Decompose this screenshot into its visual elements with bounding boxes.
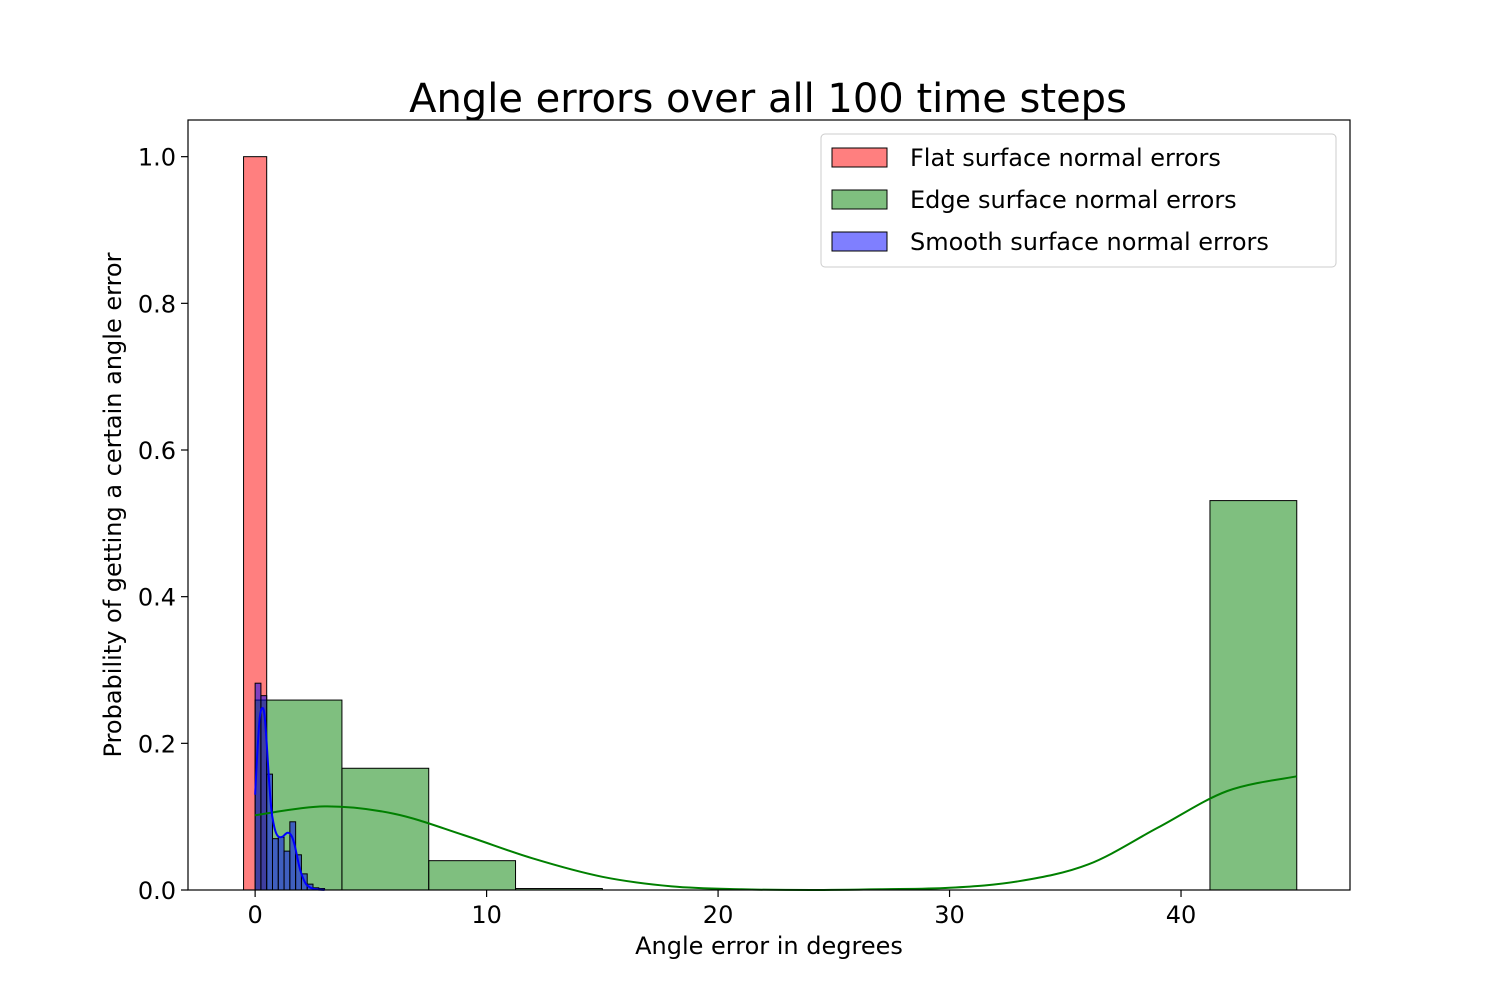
y-axis: 0.0 0.2 0.4 0.6 0.8 1.0 [138,144,188,905]
legend-swatch-flat [831,147,888,168]
x-axis-label: Angle error in degrees [635,932,903,960]
y-tick-label: 0.8 [138,290,176,318]
edge-bar-2 [428,860,517,891]
legend-box [820,133,1337,268]
y-tick-label: 0.4 [138,584,176,612]
chart-title: Angle errors over all 100 time steps [409,76,1127,122]
y-tick-label: 0.6 [138,437,176,465]
smooth-bar-6 [289,821,297,891]
legend: Flat surface normal errors Edge surface n… [820,133,1337,268]
x-tick-label: 40 [1166,901,1197,929]
smooth-bar-5 [283,850,291,891]
legend-label-flat: Flat surface normal errors [910,144,1221,172]
x-tick-label: 0 [247,901,262,929]
edge-bar-1 [341,767,430,891]
smooth-kde-line [254,706,325,891]
x-tick-label: 30 [934,901,965,929]
smooth-bar-4 [277,836,285,891]
legend-swatch-edge [831,189,888,210]
plot-frame [187,119,1351,891]
edge-bar-4 [1209,500,1298,891]
plot-bars [243,156,1298,891]
y-tick-label: 0.2 [138,730,176,758]
smooth-bar-3 [271,838,279,891]
legend-label-smooth: Smooth surface normal errors [910,228,1269,256]
legend-swatch-smooth [831,231,888,252]
y-tick-label: 1.0 [138,144,176,172]
y-tick-label: 0.0 [138,877,176,905]
x-axis: 0 10 20 30 40 [247,890,1196,929]
x-tick-label: 20 [703,901,734,929]
legend-label-edge: Edge surface normal errors [910,186,1237,214]
y-axis-label: Probability of getting a certain angle e… [99,252,127,757]
x-tick-label: 10 [471,901,502,929]
